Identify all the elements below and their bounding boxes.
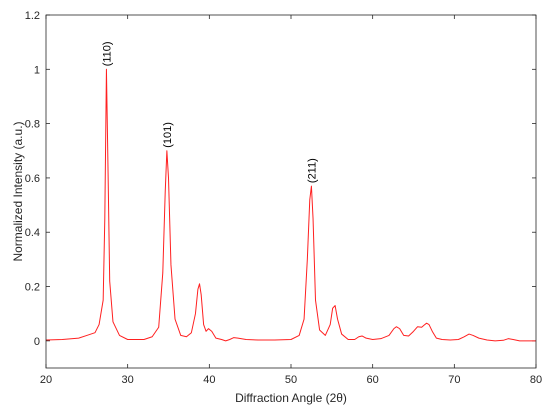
x-tick-label: 20: [40, 374, 52, 386]
y-tick-label: 0.6: [25, 173, 40, 185]
x-tick-label: 30: [122, 374, 134, 386]
x-tick-label: 80: [530, 374, 542, 386]
x-tick-label: 40: [203, 374, 215, 386]
peak-label: (211): [306, 158, 318, 183]
y-axis-tick-labels: 0 0.2 0.4 0.6 0.8 1 1.2: [25, 10, 40, 348]
x-axis-label: Diffraction Angle (2θ): [235, 391, 347, 405]
y-tick-label: 1: [34, 64, 40, 76]
diffraction-pattern-line: [45, 68, 536, 342]
y-tick-label: 0.8: [25, 119, 40, 131]
y-tick-label: 0.4: [25, 227, 40, 239]
x-tick-label: 50: [285, 374, 297, 386]
y-axis-label: Normalized Intensity (a.u.): [11, 121, 25, 261]
plot-area-background: [46, 15, 536, 368]
y-tick-label: 1.2: [25, 10, 40, 22]
x-axis-tick-labels: 20 30 40 50 60 70 80: [40, 374, 542, 386]
peak-annotations: (110) (101) (211): [101, 41, 318, 183]
peak-label: (101): [162, 122, 174, 148]
y-tick-label: 0.2: [25, 282, 40, 294]
plot-area-frame: [45, 14, 537, 369]
peak-label: (110): [101, 41, 113, 66]
x-tick-label: 70: [448, 374, 460, 386]
y-tick-label: 0: [34, 336, 40, 348]
x-tick-label: 60: [367, 374, 379, 386]
